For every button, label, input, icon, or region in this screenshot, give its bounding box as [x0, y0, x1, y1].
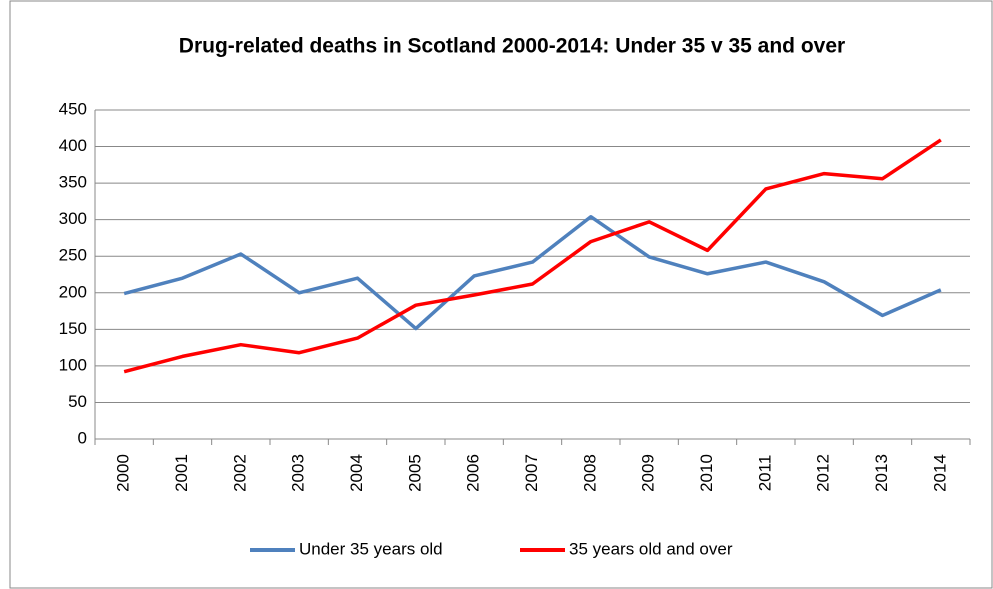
y-tick-label: 200: [59, 282, 87, 301]
x-tick-label: 2011: [755, 455, 774, 492]
x-tick-label: 2007: [522, 454, 541, 492]
x-tick-label: 2000: [114, 454, 133, 492]
chart-title: Drug-related deaths in Scotland 2000-201…: [179, 35, 845, 58]
y-tick-label: 450: [59, 99, 87, 118]
x-tick-label: 2012: [814, 454, 833, 492]
x-tick-label: 2014: [930, 454, 949, 492]
x-tick-label: 2008: [580, 454, 599, 492]
y-tick-label: 350: [59, 173, 87, 192]
x-tick-label: 2003: [289, 454, 308, 492]
legend-label: Under 35 years old: [299, 539, 443, 558]
x-tick-label: 2010: [697, 454, 716, 492]
x-tick-label: 2009: [639, 454, 658, 492]
legend-label: 35 years old and over: [569, 539, 733, 558]
x-tick-label: 2013: [872, 454, 891, 492]
y-tick-label: 0: [78, 428, 87, 447]
y-tick-label: 100: [59, 355, 87, 374]
chart-border: [9, 0, 993, 589]
x-tick-label: 2006: [464, 454, 483, 492]
y-tick-label: 150: [59, 319, 87, 338]
y-tick-label: 400: [59, 136, 87, 155]
y-tick-label: 50: [68, 392, 87, 411]
x-tick-label: 2005: [405, 454, 424, 492]
series-line: [123, 214, 942, 331]
y-tick-label: 250: [59, 246, 87, 265]
x-tick-label: 2001: [172, 454, 191, 492]
y-tick-label: 300: [59, 209, 87, 228]
series-line: [123, 138, 942, 374]
x-tick-label: 2004: [347, 454, 366, 492]
x-tick-label: 2002: [230, 454, 249, 492]
